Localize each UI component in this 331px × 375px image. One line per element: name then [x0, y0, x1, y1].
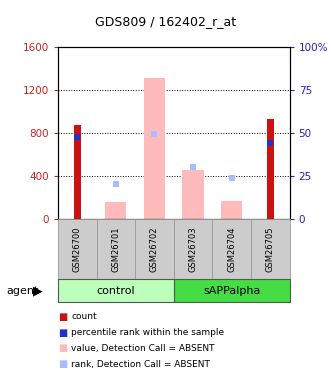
- Text: ■: ■: [58, 359, 67, 369]
- Bar: [97, 219, 135, 279]
- Bar: [182, 170, 204, 219]
- Bar: [135, 219, 174, 279]
- Text: GSM26700: GSM26700: [73, 226, 82, 272]
- Text: value, Detection Call = ABSENT: value, Detection Call = ABSENT: [71, 344, 215, 353]
- Text: agent: agent: [7, 286, 39, 296]
- Text: percentile rank within the sample: percentile rank within the sample: [71, 328, 224, 337]
- Text: count: count: [71, 312, 97, 321]
- Text: sAPPalpha: sAPPalpha: [203, 286, 260, 296]
- Bar: [221, 201, 242, 219]
- Text: GSM26705: GSM26705: [266, 226, 275, 272]
- Text: ▶: ▶: [33, 284, 43, 297]
- Bar: [174, 219, 213, 279]
- Text: GDS809 / 162402_r_at: GDS809 / 162402_r_at: [95, 15, 236, 28]
- Bar: [174, 279, 290, 302]
- Bar: [144, 78, 165, 219]
- Text: GSM26704: GSM26704: [227, 226, 236, 272]
- Bar: [105, 202, 126, 219]
- Text: ■: ■: [58, 344, 67, 353]
- Text: GSM26701: GSM26701: [111, 226, 120, 272]
- Bar: [251, 219, 290, 279]
- Bar: [58, 219, 97, 279]
- Bar: [213, 219, 251, 279]
- Bar: [58, 279, 174, 302]
- Text: GSM26703: GSM26703: [189, 226, 198, 272]
- Bar: [74, 124, 81, 219]
- Text: ■: ■: [58, 328, 67, 338]
- Text: ■: ■: [58, 312, 67, 322]
- Text: rank, Detection Call = ABSENT: rank, Detection Call = ABSENT: [71, 360, 210, 369]
- Bar: [267, 119, 274, 219]
- Text: control: control: [97, 286, 135, 296]
- Text: GSM26702: GSM26702: [150, 226, 159, 272]
